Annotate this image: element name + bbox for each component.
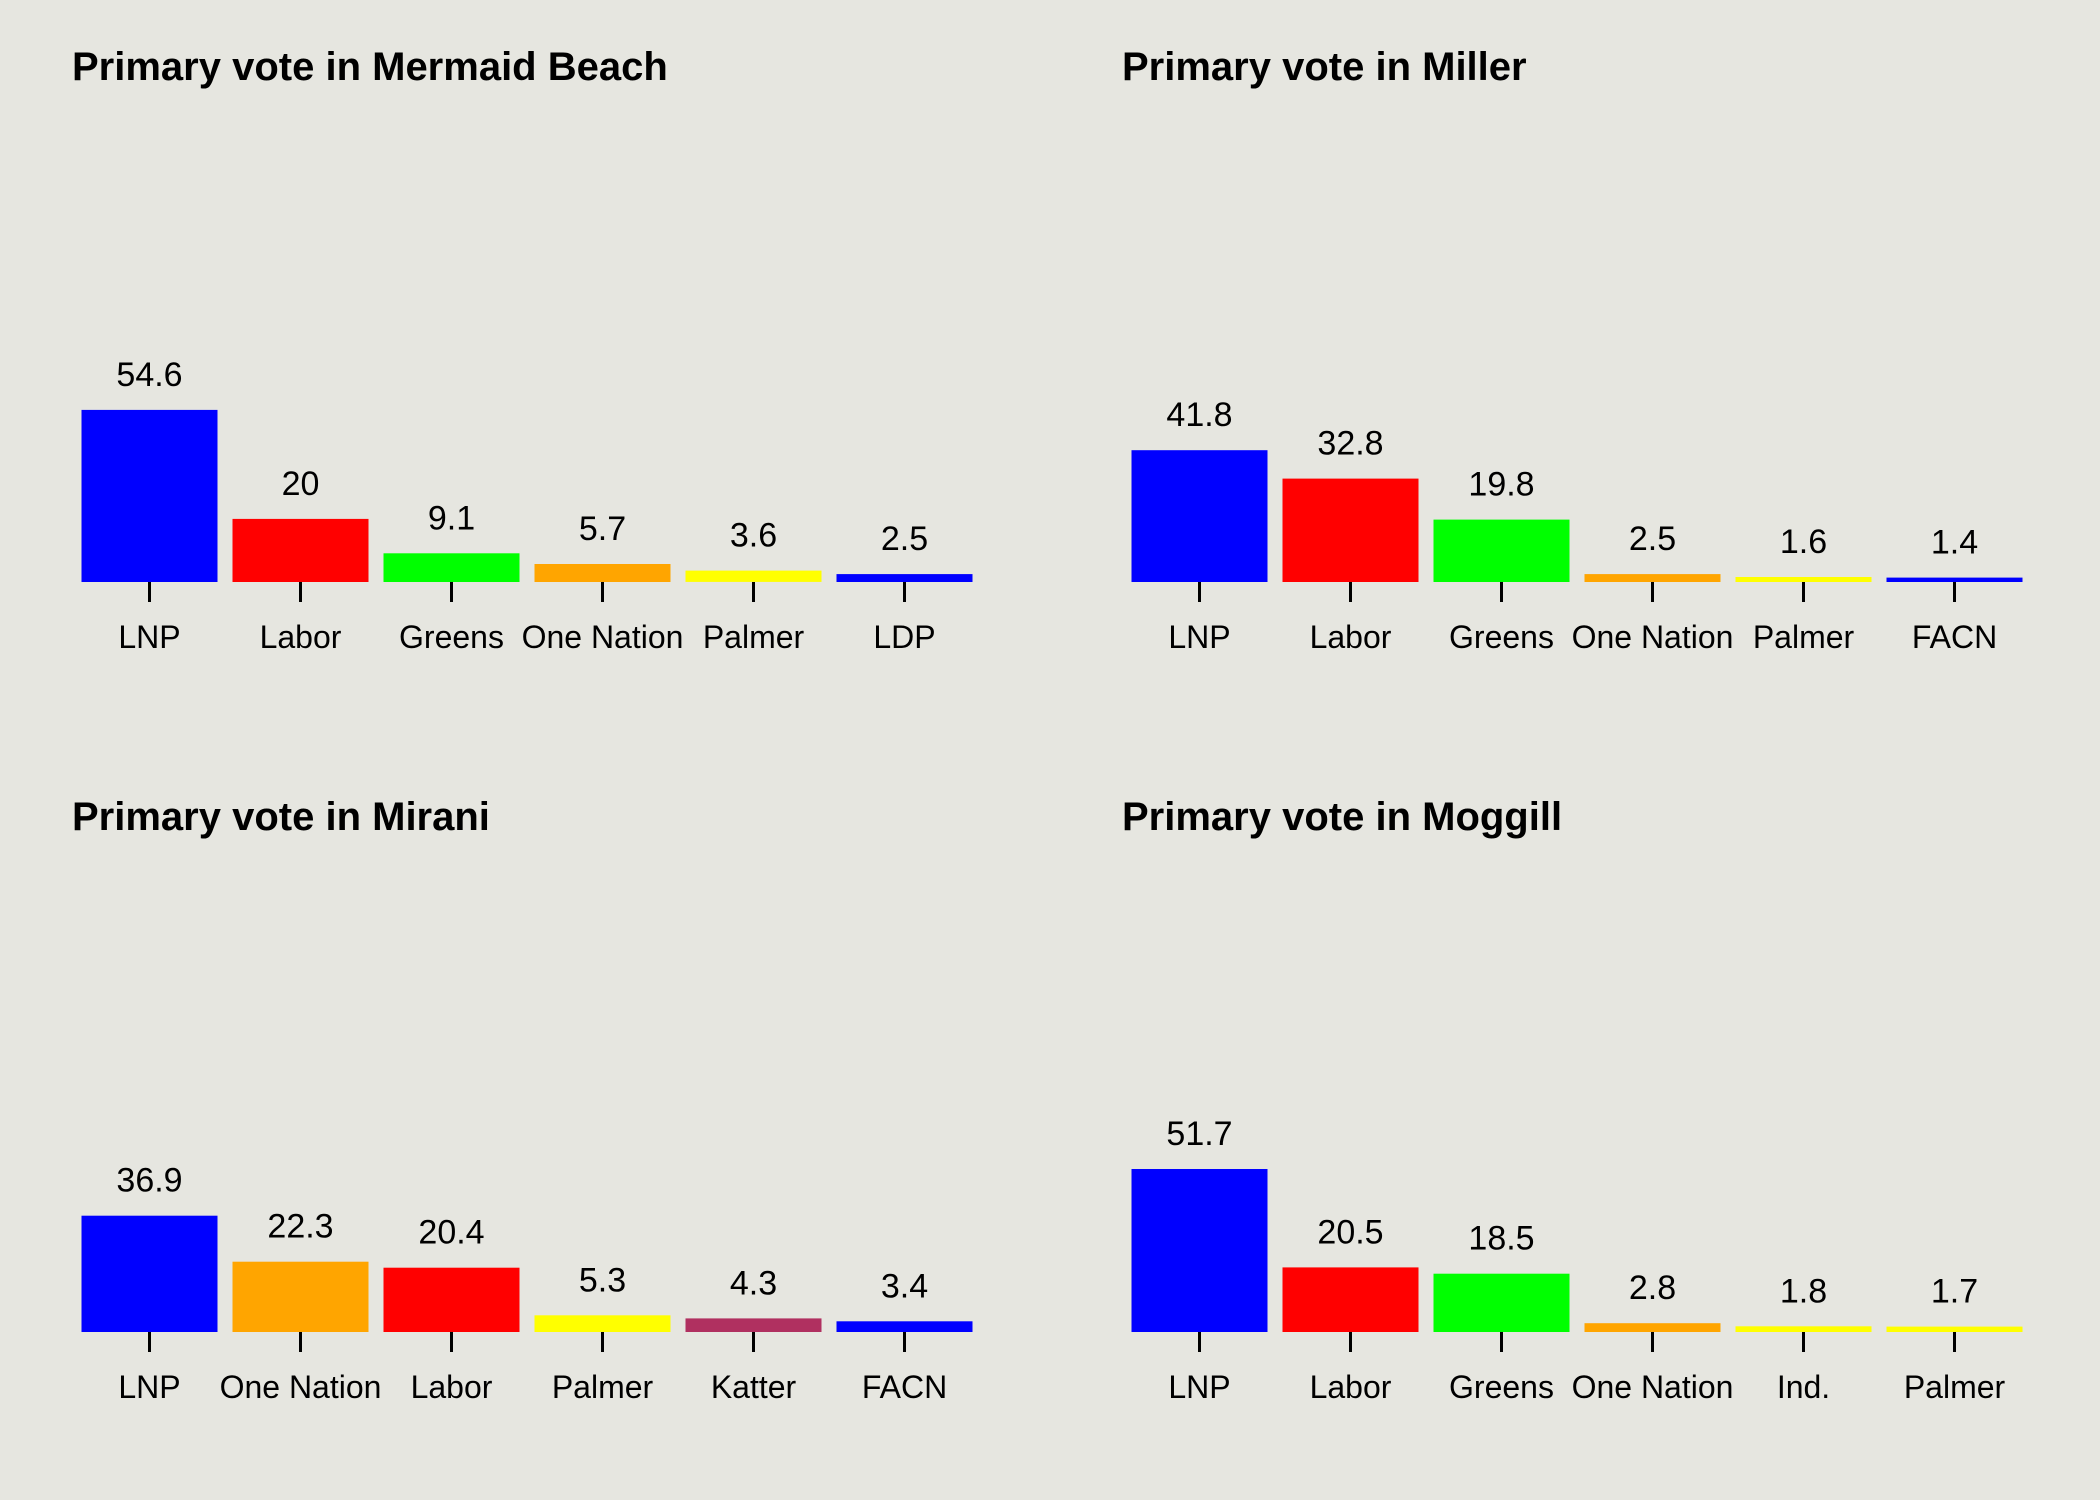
bar-lnp bbox=[1131, 450, 1268, 582]
bar-lnp bbox=[1131, 1169, 1268, 1332]
tick-label-greens: Greens bbox=[1449, 619, 1554, 655]
tick-label-lnp: LNP bbox=[1168, 1369, 1230, 1405]
tick-label-lnp: LNP bbox=[118, 1369, 180, 1405]
tick-label-one-nation: One Nation bbox=[1572, 619, 1734, 655]
value-label-palmer: 1.6 bbox=[1780, 523, 1827, 561]
tick-label-greens: Greens bbox=[1449, 1369, 1554, 1405]
bar-lnp bbox=[81, 409, 218, 582]
bar-labor bbox=[383, 1267, 520, 1332]
value-label-facn: 1.4 bbox=[1931, 524, 1978, 562]
tick-label-one-nation: One Nation bbox=[220, 1369, 382, 1405]
bar-group: 36.9 LNP 22.3 One Nation 20.4 Labor 5.3 Palmer 4… bbox=[81, 1162, 973, 1405]
tick-label-palmer: Palmer bbox=[1904, 1369, 2006, 1405]
bar-lnp bbox=[81, 1215, 218, 1332]
value-label-ind: 1.8 bbox=[1780, 1272, 1827, 1310]
tick-label-labor: Labor bbox=[1310, 619, 1392, 655]
tick-label-ind: Ind. bbox=[1777, 1369, 1830, 1405]
bar-one-nation bbox=[1584, 1323, 1721, 1332]
panel-title: Primary vote in Miller bbox=[1122, 45, 1527, 89]
value-label-katter: 4.3 bbox=[730, 1264, 777, 1302]
tick-label-facn: FACN bbox=[1912, 619, 1997, 655]
bar-greens bbox=[383, 553, 520, 582]
value-label-palmer: 5.3 bbox=[579, 1261, 626, 1299]
tick-label-labor: Labor bbox=[260, 619, 342, 655]
value-label-labor: 20 bbox=[282, 465, 320, 503]
bar-labor bbox=[1282, 478, 1419, 582]
value-label-lnp: 41.8 bbox=[1166, 396, 1232, 434]
bar-group: 54.6 LNP 20 Labor 9.1 Greens 5.7 One Nation 3.6 P… bbox=[81, 356, 973, 655]
value-label-one-nation: 5.7 bbox=[579, 510, 626, 548]
tick-label-lnp: LNP bbox=[118, 619, 180, 655]
value-label-greens: 9.1 bbox=[428, 499, 475, 537]
value-label-lnp: 36.9 bbox=[116, 1162, 182, 1200]
tick-label-palmer: Palmer bbox=[1753, 619, 1855, 655]
value-label-lnp: 54.6 bbox=[116, 356, 182, 394]
bar-palmer bbox=[1886, 1326, 2023, 1332]
panel-miller: Primary vote in Miller 41.8 LNP 32.8 Labor 1… bbox=[1122, 45, 2023, 655]
bar-group: 41.8 LNP 32.8 Labor 19.8 Greens 2.5 One Nation 1… bbox=[1131, 396, 2023, 655]
tick-label-one-nation: One Nation bbox=[522, 619, 684, 655]
value-label-facn: 3.4 bbox=[881, 1267, 928, 1305]
panel-mirani: Primary vote in Mirani 36.9 LNP 22.3 One Na… bbox=[72, 795, 973, 1405]
value-label-one-nation: 2.8 bbox=[1629, 1269, 1676, 1307]
tick-label-palmer: Palmer bbox=[552, 1369, 654, 1405]
tick-label-facn: FACN bbox=[862, 1369, 947, 1405]
value-label-one-nation: 22.3 bbox=[267, 1208, 333, 1246]
tick-label-lnp: LNP bbox=[1168, 619, 1230, 655]
value-label-labor: 20.4 bbox=[418, 1214, 484, 1252]
value-label-greens: 18.5 bbox=[1468, 1220, 1534, 1258]
value-label-one-nation: 2.5 bbox=[1629, 520, 1676, 558]
panel-title: Primary vote in Mermaid Beach bbox=[72, 45, 668, 89]
value-label-labor: 32.8 bbox=[1317, 425, 1383, 463]
bar-palmer bbox=[1735, 577, 1872, 582]
bar-facn bbox=[1886, 577, 2023, 582]
panel-title: Primary vote in Moggill bbox=[1122, 795, 1562, 839]
bar-group: 51.7 LNP 20.5 Labor 18.5 Greens 2.8 One Nation 1… bbox=[1131, 1115, 2023, 1405]
value-label-ldp: 2.5 bbox=[881, 520, 928, 558]
tick-label-greens: Greens bbox=[399, 619, 504, 655]
bar-facn bbox=[836, 1321, 973, 1332]
tick-label-labor: Labor bbox=[411, 1369, 493, 1405]
tick-label-one-nation: One Nation bbox=[1572, 1369, 1734, 1405]
value-label-labor: 20.5 bbox=[1317, 1213, 1383, 1251]
value-label-greens: 19.8 bbox=[1468, 466, 1534, 504]
value-label-palmer: 1.7 bbox=[1931, 1273, 1978, 1311]
bar-labor bbox=[1282, 1267, 1419, 1332]
value-label-palmer: 3.6 bbox=[730, 517, 777, 555]
bar-labor bbox=[232, 518, 369, 582]
bar-ldp bbox=[836, 574, 973, 582]
panel-mermaid-beach: Primary vote in Mermaid Beach 54.6 LNP 20 L… bbox=[72, 45, 973, 655]
bar-palmer bbox=[685, 570, 822, 582]
tick-label-palmer: Palmer bbox=[703, 619, 805, 655]
panel-moggill: Primary vote in Moggill 51.7 LNP 20.5 Labor… bbox=[1122, 795, 2023, 1405]
bar-one-nation bbox=[232, 1261, 369, 1332]
value-label-lnp: 51.7 bbox=[1166, 1115, 1232, 1153]
tick-label-katter: Katter bbox=[711, 1369, 797, 1405]
bar-ind bbox=[1735, 1326, 1872, 1332]
panel-title: Primary vote in Mirani bbox=[72, 795, 490, 839]
bar-one-nation bbox=[1584, 574, 1721, 582]
bar-katter bbox=[685, 1318, 822, 1332]
bar-greens bbox=[1433, 1273, 1570, 1332]
tick-label-labor: Labor bbox=[1310, 1369, 1392, 1405]
bar-one-nation bbox=[534, 564, 671, 582]
bar-greens bbox=[1433, 519, 1570, 582]
tick-label-ldp: LDP bbox=[873, 619, 935, 655]
bar-palmer bbox=[534, 1315, 671, 1332]
